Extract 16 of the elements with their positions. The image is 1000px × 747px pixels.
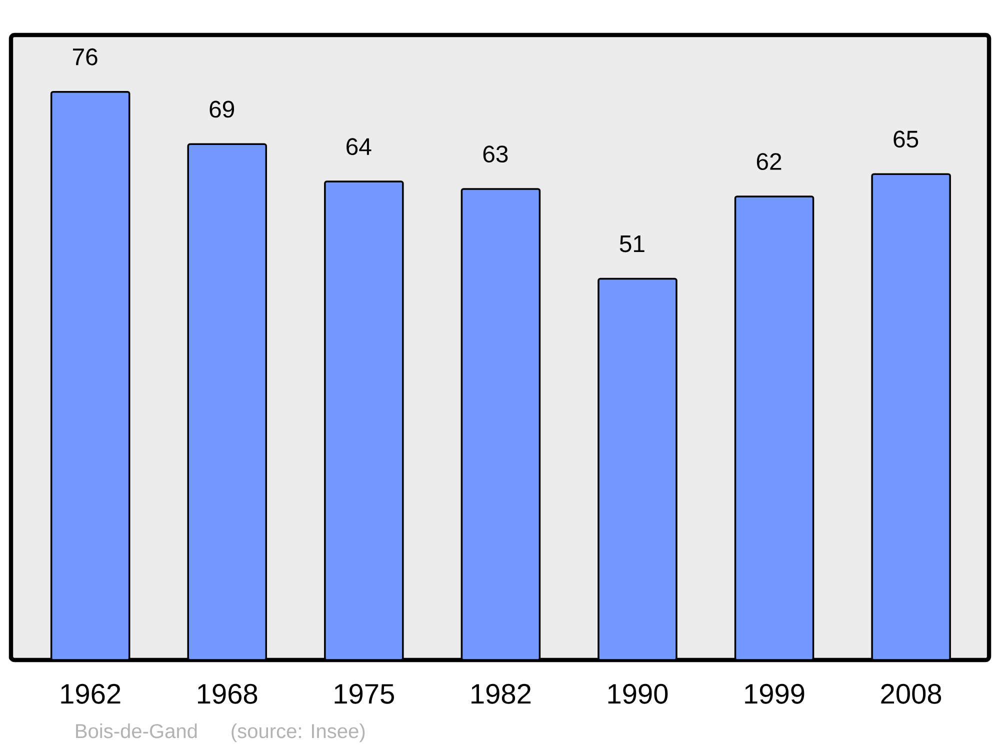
x-tick-label: 1999	[745, 684, 804, 704]
text: (source: Insee)	[232, 724, 365, 742]
data-label: 64	[346, 138, 372, 156]
x-tick-label: 1982	[472, 684, 531, 704]
data-label: 51	[620, 236, 644, 252]
data-label: 63	[483, 146, 508, 163]
x-tick-label: 1975	[334, 684, 394, 704]
x-tick-label: 1990	[608, 684, 668, 704]
x-tick-label: 1962	[61, 684, 120, 704]
data-label: 76	[72, 48, 98, 66]
x-tick-label: 1968	[198, 684, 258, 704]
x-tick-label: 2008	[881, 684, 942, 704]
data-label: 65	[894, 130, 918, 148]
data-label: 62	[756, 153, 782, 170]
data-label: 69	[210, 100, 234, 118]
text: Bois-de-Gand	[76, 724, 197, 738]
